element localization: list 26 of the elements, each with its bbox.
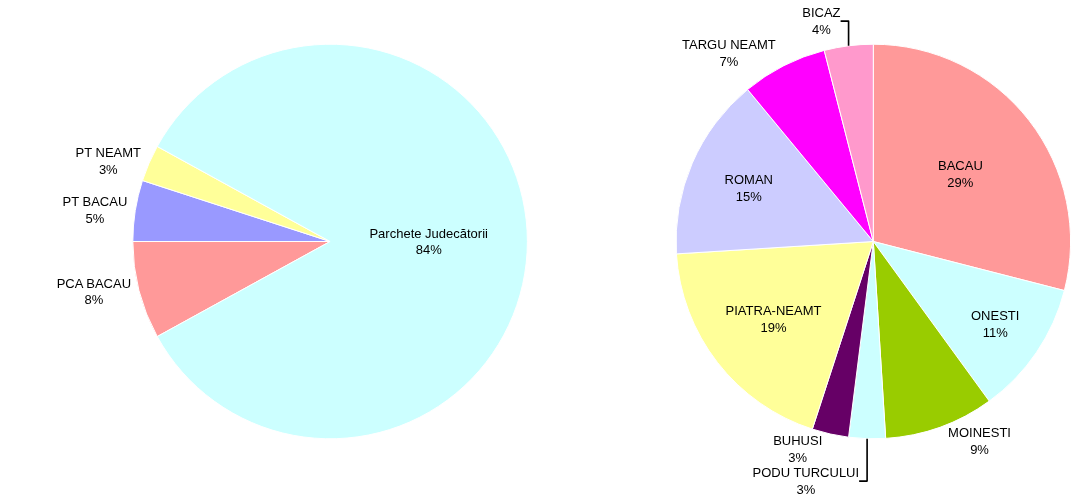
- data-label: 7%: [719, 54, 739, 70]
- slice-label: ROMAN: [724, 171, 773, 187]
- data-label: 3%: [796, 482, 816, 498]
- slice-label: ONESTI: [970, 308, 1020, 324]
- slice-label: PIATRA-NEAMT: [725, 302, 822, 318]
- data-label: 84%: [415, 242, 443, 258]
- data-label: 29%: [947, 174, 974, 190]
- slice-label: PODU TURCULUI: [752, 465, 860, 481]
- slice-label: PT BACAU: [62, 194, 128, 210]
- slice-label: BUHUSI: [773, 433, 823, 449]
- slice-label: PCA BACAU: [56, 275, 132, 291]
- data-label: 11%: [982, 325, 1009, 341]
- data-label: 9%: [970, 442, 990, 458]
- slice-label: BACAU: [937, 158, 983, 174]
- data-label: 4%: [812, 22, 832, 38]
- data-label: 5%: [85, 211, 105, 227]
- slice-label: TARGU NEAMT: [682, 37, 776, 53]
- data-label: 15%: [735, 188, 763, 204]
- slice-label: BICAZ: [802, 5, 841, 21]
- data-label: 19%: [760, 319, 787, 335]
- slice-label: Parchete Judecătorii: [369, 225, 489, 241]
- slice-label: MOINESTI: [948, 425, 1011, 441]
- data-label: 8%: [84, 292, 104, 308]
- slice-label: PT NEAMT: [75, 144, 142, 160]
- data-label: 3%: [98, 161, 119, 177]
- data-label: 3%: [788, 450, 808, 466]
